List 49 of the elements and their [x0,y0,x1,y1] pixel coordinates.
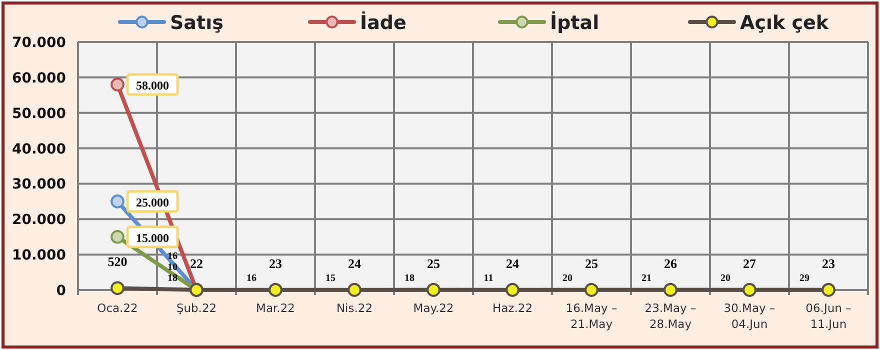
legend-label: İade [360,11,406,34]
data-label: 26 [664,256,678,271]
data-label: 520 [108,254,128,270]
x-tick-label: 16.May – 21.May [566,301,618,331]
legend-label: Açık çek [740,12,829,34]
y-tick-label: 40.000 [12,141,66,158]
data-label: 20 [562,272,572,284]
data-label: 20 [720,272,730,284]
y-tick-label: 70.000 [12,35,66,51]
point [110,78,124,92]
data-label: 23 [269,256,282,271]
data-label: 25.000 [136,195,169,210]
data-label: 15 [326,272,336,284]
x-tick-label: 23.May – 28.May [644,301,696,331]
x-tick-label: Nis.22 [336,301,373,315]
data-label: 29 [800,272,810,284]
x-tick-label: Haz.22 [492,301,533,315]
data-label: 15.000 [136,230,169,245]
data-label: 18 [168,272,178,284]
y-tick-label: 30.000 [12,176,66,193]
y-tick-label: 0 [56,283,66,299]
data-label: 21 [642,272,652,284]
data-label: 16 [246,272,256,284]
data-label: 22 [190,256,203,271]
data-label: 24 [506,256,520,271]
x-tick-label: May.22 [413,301,454,315]
x-tick-label: Mar.22 [256,301,295,315]
y-tick-label: 10.000 [12,248,66,264]
x-tick-label: Oca.22 [97,301,138,315]
x-tick-label: 30.May – 04.Jun [724,301,776,331]
y-tick-label: 20.000 [12,212,66,228]
data-label: 27 [743,256,756,271]
point [110,194,124,208]
legend-label: İptal [550,11,600,34]
data-label: 23 [822,256,836,271]
point [110,230,124,244]
data-label: 25 [427,256,440,271]
x-tick-label: 06.Jun – 11.Jun [806,301,852,331]
data-label: 24 [348,256,362,271]
data-label: 25 [585,256,598,271]
data-label: 18 [404,272,414,284]
y-tick-label: 60.000 [12,70,66,86]
y-tick-label: 50.000 [12,106,66,122]
data-label: 16 [168,250,178,262]
point [110,281,124,296]
legend-label: Satış [170,12,224,34]
data-label: 58.000 [136,78,169,93]
data-label: 11 [484,272,494,284]
x-tick-label: Şub.22 [176,301,217,315]
